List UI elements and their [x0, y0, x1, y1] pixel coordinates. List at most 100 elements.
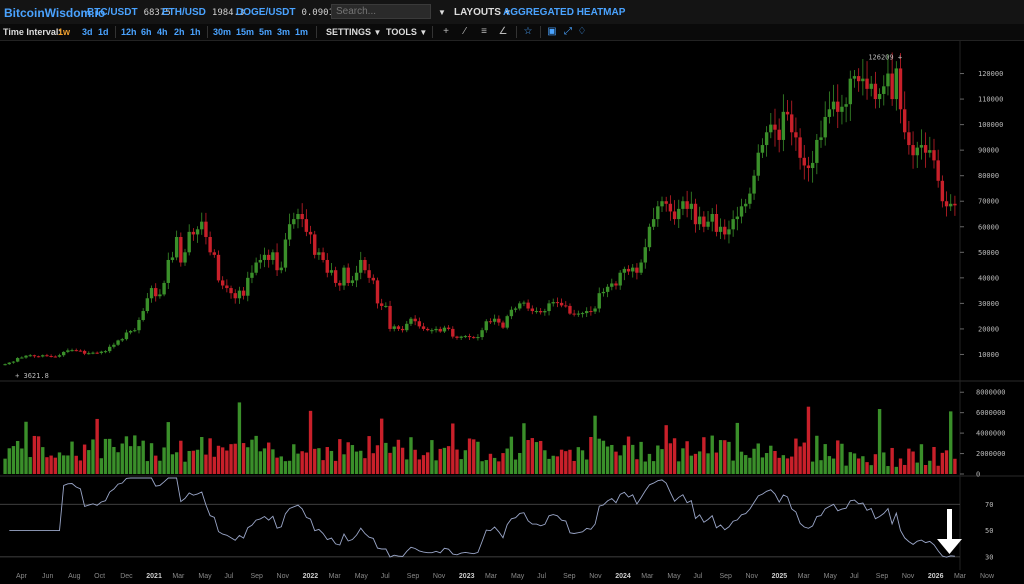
interval-1d[interactable]: 1d: [98, 27, 109, 37]
volume-bar: [618, 455, 622, 474]
candlestick-series: [3, 52, 957, 366]
candle-body: [74, 350, 78, 352]
volume-tick-label: 6000000: [976, 409, 1006, 417]
volume-bar: [271, 449, 275, 474]
candle-body: [915, 147, 919, 156]
candle-body: [208, 236, 212, 253]
volume-bar: [333, 460, 338, 474]
candle-body: [70, 350, 74, 352]
candle-body: [576, 313, 581, 315]
candle-body: [95, 352, 99, 354]
candle-body: [898, 68, 903, 110]
candle-body: [275, 252, 279, 271]
x-tick-label: Nov: [902, 573, 915, 580]
candle-body: [237, 290, 242, 299]
x-tick-label: May: [511, 573, 525, 580]
volume-bar: [149, 443, 154, 474]
candle-body: [484, 321, 488, 331]
price-chart[interactable]: 10000 20000 30000 40000 50000 60000 70000 80000…: [0, 40, 1024, 584]
candle-body: [220, 280, 225, 286]
x-axis: Apr Jun Aug Oct Dec 2021 Mar May Jul Sep Nov 2022 Ma…: [16, 573, 995, 580]
volume-bar: [338, 439, 342, 474]
interval-15m[interactable]: 15m: [236, 27, 255, 37]
volume-bar: [626, 436, 631, 474]
candle-body: [91, 352, 95, 354]
volume-bar: [664, 425, 668, 474]
interval-2h[interactable]: 2h: [174, 27, 185, 37]
candle-body: [363, 259, 367, 271]
candle-body: [543, 311, 547, 313]
volume-series: [3, 402, 957, 474]
x-tick-label: Mar: [172, 573, 185, 580]
crosshair-icon[interactable]: +: [443, 26, 449, 37]
volume-bar: [773, 451, 777, 474]
interval-6h[interactable]: 6h: [141, 27, 152, 37]
volume-bar: [36, 436, 41, 474]
ticker-btc[interactable]: BTC/USDT 68375: [87, 7, 171, 18]
x-tick-label: 2022: [303, 573, 319, 580]
ticker-eth[interactable]: ETH/USD 1984.3: [162, 7, 244, 18]
aggregated-heatmap-link[interactable]: AGGREGATED HEATMAP: [503, 7, 626, 18]
interval-1w[interactable]: 1w: [58, 27, 71, 37]
volume-bar: [296, 453, 300, 474]
candle-body: [756, 152, 760, 176]
volume-bar: [551, 455, 555, 474]
layouts-menu[interactable]: LAYOUTS ▼: [454, 7, 512, 18]
candle-body: [371, 277, 375, 281]
interval-4h[interactable]: 4h: [157, 27, 168, 37]
x-tick-label: Mar: [485, 573, 498, 580]
interval-1h[interactable]: 1h: [190, 27, 201, 37]
volume-bar: [534, 442, 539, 474]
candle-body: [547, 303, 551, 312]
volume-bar: [861, 456, 865, 474]
bell-icon[interactable]: ♢: [577, 26, 587, 37]
volume-bar: [877, 409, 882, 474]
candle-body: [831, 101, 836, 110]
search-input[interactable]: [331, 4, 431, 19]
candle-body: [530, 308, 534, 312]
settings-menu[interactable]: SETTINGS ▼: [326, 27, 381, 37]
tools-menu[interactable]: TOOLS ▼: [386, 27, 427, 37]
candle-body: [325, 259, 329, 273]
x-tick-label: Jul: [224, 573, 233, 580]
candle-body: [618, 272, 622, 286]
interval-3m[interactable]: 3m: [277, 27, 291, 37]
brand-logo[interactable]: BitcoinWisdom.io: [4, 6, 106, 20]
fib-icon[interactable]: ∠: [498, 26, 508, 37]
fullscreen-icon[interactable]: ⤢: [564, 26, 572, 37]
candle-body: [564, 305, 568, 307]
interval-5m[interactable]: 5m: [259, 27, 273, 37]
volume-bar: [371, 453, 375, 474]
x-tick-label: Mar: [798, 573, 811, 580]
volume-bar: [220, 447, 225, 474]
camera-icon[interactable]: ▣: [547, 26, 557, 37]
volume-bar: [643, 461, 647, 474]
interval-12h[interactable]: 12h: [121, 27, 137, 37]
ticker-doge[interactable]: DOGE/USDT 0.09014: [236, 7, 339, 18]
interval-30m[interactable]: 30m: [213, 27, 232, 37]
trendline-icon[interactable]: ⁄: [464, 26, 466, 37]
volume-bar: [28, 457, 32, 474]
candle-body: [409, 318, 413, 324]
candle-body: [145, 298, 150, 312]
interval-1m[interactable]: 1m: [295, 27, 309, 37]
candle-body: [480, 330, 484, 338]
star-icon[interactable]: ☆: [523, 26, 533, 37]
search-dropdown-toggle[interactable]: ▼: [438, 7, 446, 18]
candle-body: [124, 332, 129, 340]
rsi-tick-label: 50: [985, 527, 993, 535]
volume-bar: [321, 460, 325, 474]
volume-bar: [484, 460, 488, 474]
candle-body: [651, 219, 656, 227]
hlines-icon[interactable]: ≡: [481, 26, 487, 37]
volume-bar: [756, 443, 760, 474]
candle-body: [518, 303, 522, 309]
volume-bar: [890, 447, 894, 474]
candle-body: [216, 254, 221, 281]
candle-body: [513, 308, 518, 310]
candle-body: [308, 231, 313, 235]
candle-body: [99, 351, 104, 353]
interval-3d[interactable]: 3d: [82, 27, 93, 37]
volume-bar: [254, 435, 258, 474]
candle-body: [777, 129, 781, 140]
